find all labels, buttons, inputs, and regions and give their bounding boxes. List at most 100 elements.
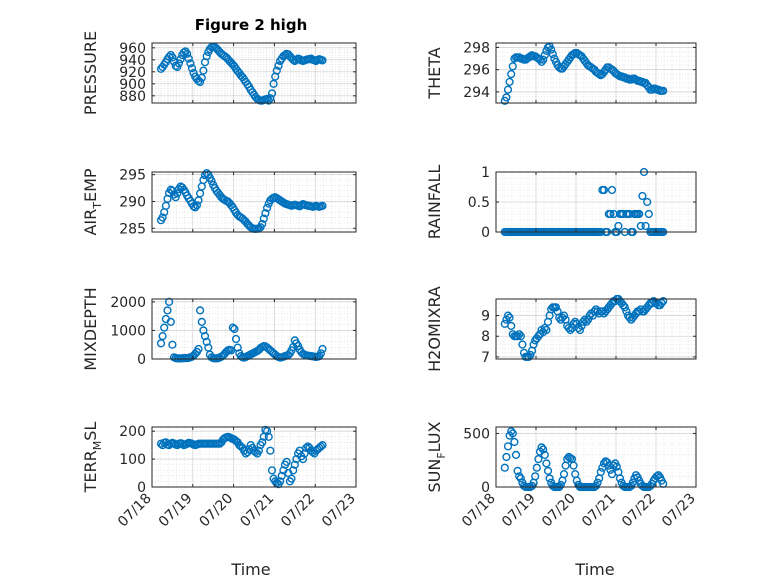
data-point xyxy=(163,306,172,315)
y-tick-label: 100 xyxy=(119,452,146,468)
x-tick-label: 07/19 xyxy=(499,491,539,531)
data-point xyxy=(276,477,285,486)
data-point xyxy=(532,463,541,472)
x-tick-label: 07/20 xyxy=(539,491,579,531)
subplot-air_temp: 285 290 295 AIRTEMP xyxy=(81,168,357,237)
data-point xyxy=(657,299,666,308)
data-point xyxy=(614,221,623,231)
y-tick-label: 920 xyxy=(119,65,146,81)
data-series xyxy=(156,42,327,105)
data-point xyxy=(168,53,177,62)
data-point xyxy=(625,313,634,322)
y-tick-label: 285 xyxy=(119,221,146,237)
data-point xyxy=(186,59,195,68)
data-point xyxy=(513,332,522,341)
y-axis-label: H2OMIXRA xyxy=(425,286,444,372)
data-series xyxy=(156,169,327,233)
data-point xyxy=(158,332,167,341)
axes-box xyxy=(495,426,697,488)
axes-box xyxy=(151,298,357,360)
plot-area xyxy=(151,426,357,488)
data-series xyxy=(500,294,668,362)
data-point xyxy=(231,334,241,344)
data-point xyxy=(524,352,533,362)
data-point xyxy=(228,323,237,332)
data-point xyxy=(641,221,650,231)
data-point xyxy=(158,213,167,222)
data-point xyxy=(531,472,540,481)
data-point xyxy=(542,459,551,468)
data-point xyxy=(197,73,206,82)
data-point xyxy=(547,45,556,54)
data-point xyxy=(263,427,272,436)
y-axis-label: AIRTEMP xyxy=(81,168,104,235)
data-point xyxy=(620,303,629,312)
data-point xyxy=(599,185,609,195)
data-point xyxy=(318,441,327,450)
data-point xyxy=(503,85,513,94)
data-point xyxy=(503,311,513,320)
y-tick-label: 1 xyxy=(481,165,490,181)
y-tick-label: 960 xyxy=(119,41,146,57)
data-point xyxy=(585,311,594,320)
x-tick-label: 07/20 xyxy=(197,491,237,531)
data-point xyxy=(287,474,296,483)
subplot-mixdepth: 0 1000 2000 MIXDEPTH xyxy=(81,287,357,371)
x-tick-label: 07/21 xyxy=(579,491,619,531)
y-tick-label: 7 xyxy=(481,350,490,366)
data-point xyxy=(535,55,545,64)
data-point xyxy=(518,340,527,349)
x-tick-label: 07/21 xyxy=(237,491,277,531)
data-point xyxy=(196,77,205,87)
data-point xyxy=(316,349,326,358)
data-point xyxy=(643,197,652,207)
x-tick-label: 07/22 xyxy=(619,491,659,531)
data-point xyxy=(258,219,267,229)
data-point xyxy=(598,307,607,316)
y-axis-label: MIXDEPTH xyxy=(81,287,100,370)
data-point xyxy=(227,346,236,355)
subplot-h2o_mixra: 7 8 9 H2OMIXRA xyxy=(425,286,697,372)
data-point xyxy=(537,443,546,452)
data-point xyxy=(289,466,298,475)
data-point xyxy=(233,343,242,352)
data-point xyxy=(572,476,581,485)
data-point xyxy=(556,480,565,490)
y-tick-label: 0 xyxy=(137,352,146,368)
y-tick-label: 0.5 xyxy=(468,195,490,211)
data-point xyxy=(526,350,535,360)
data-point xyxy=(564,323,573,333)
data-point xyxy=(636,221,645,231)
data-point xyxy=(230,324,239,334)
data-point xyxy=(502,93,511,102)
data-point xyxy=(537,57,546,67)
data-series xyxy=(500,42,668,105)
y-tick-label: 200 xyxy=(119,424,146,440)
x-tick-label: 07/18 xyxy=(459,491,499,531)
data-point xyxy=(199,326,208,335)
data-point xyxy=(529,340,538,349)
data-point xyxy=(515,472,524,481)
data-point xyxy=(267,89,277,98)
y-tick-label: 296 xyxy=(463,63,490,79)
y-tick-label: 290 xyxy=(119,194,146,210)
y-tick-label: 500 xyxy=(463,426,490,442)
data-point xyxy=(508,62,517,71)
x-tick-label: 07/23 xyxy=(319,491,359,531)
data-point xyxy=(569,319,578,328)
data-point xyxy=(156,339,166,348)
data-point xyxy=(267,466,277,475)
x-tick-label: 07/19 xyxy=(156,491,196,531)
data-point xyxy=(659,297,668,306)
y-tick-label: 298 xyxy=(463,40,490,56)
y-tick-label: 295 xyxy=(119,168,146,184)
data-point xyxy=(505,313,514,322)
data-point xyxy=(542,325,551,335)
axes-box xyxy=(151,42,357,104)
data-point xyxy=(575,325,585,335)
y-tick-label: 9 xyxy=(481,309,490,325)
data-point xyxy=(282,457,291,467)
y-tick-label: 1000 xyxy=(110,323,146,339)
axes-box xyxy=(151,426,357,488)
data-point xyxy=(569,461,578,470)
